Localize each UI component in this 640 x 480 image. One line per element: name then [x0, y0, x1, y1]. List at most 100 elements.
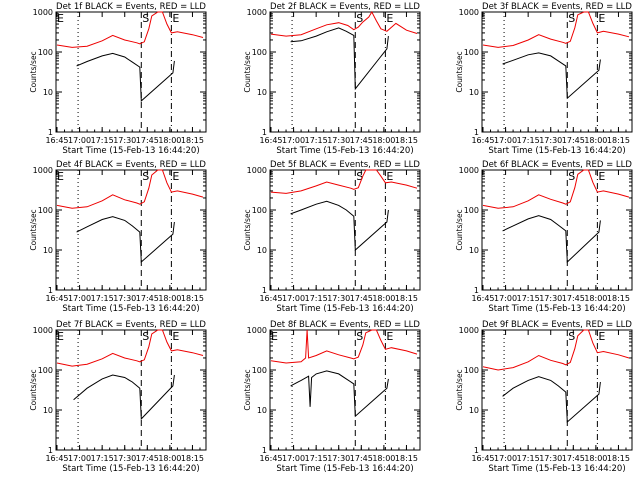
- x-tick-label: 17:15: [517, 136, 540, 145]
- y-tick-label: 10: [257, 88, 267, 97]
- y-tick-label: 1000: [247, 166, 267, 175]
- x-tick-label: 17:30: [539, 454, 562, 463]
- x-axis-label: Start Time (15-Feb-13 16:44:20): [62, 304, 199, 314]
- panel-title: Det 3f BLACK = Events, RED = LLD: [482, 2, 632, 12]
- x-tick-label: 18:00: [584, 454, 607, 463]
- plot-frame: [269, 329, 421, 451]
- y-axis-label: Counts/sec: [455, 209, 464, 250]
- lld-series-line: [56, 169, 204, 209]
- x-tick-label: 17:00: [494, 136, 517, 145]
- time-marker-label: S: [568, 330, 575, 343]
- lld-series-line: [270, 329, 418, 364]
- detector-panel: Det 4f BLACK = Events, RED = LLD 1 10 100 10…: [29, 160, 207, 314]
- plot-frame: [269, 169, 421, 291]
- x-tick-label: 17:45: [562, 454, 585, 463]
- x-tick-label: 17:00: [494, 294, 517, 303]
- panel-title: Det 2f BLACK = Events, RED = LLD: [270, 2, 420, 12]
- lld-series-line: [56, 11, 204, 48]
- time-marker-label: E: [172, 12, 179, 25]
- x-tick-label: 17:30: [327, 454, 350, 463]
- y-axis-label: Counts/sec: [29, 209, 38, 250]
- lld-series-line: [270, 10, 418, 37]
- x-tick-label: 17:45: [350, 294, 373, 303]
- x-tick-label: 16:45: [45, 454, 68, 463]
- time-marker-label: E: [386, 330, 393, 343]
- x-tick-label: 17:00: [282, 136, 305, 145]
- time-marker-label: E: [598, 170, 605, 183]
- y-tick-label: 1000: [459, 326, 479, 335]
- y-tick-label: 1000: [247, 8, 267, 17]
- x-tick-label: 17:45: [350, 136, 373, 145]
- y-tick-label: 100: [38, 206, 53, 215]
- x-tick-label: 17:15: [305, 454, 328, 463]
- y-tick-label: 1: [262, 286, 267, 295]
- y-tick-label: 1000: [459, 166, 479, 175]
- x-tick-label: 18:15: [181, 294, 204, 303]
- events-series-line: [502, 52, 601, 100]
- x-tick-label: 17:00: [494, 454, 517, 463]
- y-tick-label: 1000: [33, 326, 53, 335]
- time-marker-label: E: [172, 330, 179, 343]
- events-series-line: [502, 376, 601, 424]
- lld-series-line: [270, 169, 418, 194]
- events-series-line: [76, 216, 175, 264]
- x-axis-label: Start Time (15-Feb-13 16:44:20): [62, 146, 199, 156]
- y-axis-label: Counts/sec: [29, 369, 38, 410]
- x-tick-label: 17:00: [282, 454, 305, 463]
- x-tick-label: 17:45: [136, 136, 159, 145]
- x-tick-label: 16:45: [259, 136, 282, 145]
- time-marker-label: S: [356, 170, 363, 183]
- events-series-line: [290, 27, 389, 91]
- x-tick-label: 17:15: [91, 454, 114, 463]
- x-tick-label: 18:15: [395, 294, 418, 303]
- x-tick-label: 17:00: [282, 294, 305, 303]
- x-axis-label: Start Time (15-Feb-13 16:44:20): [276, 146, 413, 156]
- x-tick-label: 17:15: [517, 294, 540, 303]
- x-axis-label: Start Time (15-Feb-13 16:44:20): [488, 146, 625, 156]
- y-tick-label: 10: [43, 246, 53, 255]
- time-marker-label: E: [386, 12, 393, 25]
- y-axis-label: Counts/sec: [243, 209, 252, 250]
- x-tick-label: 17:45: [350, 454, 373, 463]
- y-tick-label: 1: [474, 446, 479, 455]
- x-axis-label: Start Time (15-Feb-13 16:44:20): [488, 304, 625, 314]
- y-tick-label: 1000: [459, 8, 479, 17]
- x-tick-label: 17:30: [113, 294, 136, 303]
- detector-panel: Det 2f BLACK = Events, RED = LLD 1 10 100 10…: [243, 2, 421, 156]
- x-tick-label: 17:00: [68, 454, 91, 463]
- y-tick-label: 100: [464, 48, 479, 57]
- corner-label: E: [57, 330, 64, 343]
- time-marker-label: S: [142, 170, 149, 183]
- x-tick-label: 17:30: [539, 294, 562, 303]
- y-tick-label: 10: [257, 246, 267, 255]
- lld-series-line: [56, 329, 204, 367]
- y-tick-label: 1000: [33, 166, 53, 175]
- time-marker-label: E: [598, 12, 605, 25]
- corner-label: E: [271, 330, 278, 343]
- detector-panel: Det 3f BLACK = Events, RED = LLD 1 10 100 10…: [455, 2, 633, 156]
- x-tick-label: 17:15: [305, 136, 328, 145]
- x-tick-label: 18:00: [158, 136, 181, 145]
- time-marker-label: S: [356, 12, 363, 25]
- x-tick-label: 17:30: [539, 136, 562, 145]
- panel-title: Det 5f BLACK = Events, RED = LLD: [270, 160, 420, 170]
- x-tick-label: 18:15: [181, 136, 204, 145]
- plot-frame: [481, 329, 633, 451]
- x-axis-label: Start Time (15-Feb-13 16:44:20): [62, 464, 199, 474]
- y-tick-label: 1: [262, 128, 267, 137]
- panel-title: Det 4f BLACK = Events, RED = LLD: [56, 160, 206, 170]
- y-axis-label: Counts/sec: [243, 369, 252, 410]
- panel-title: Det 8f BLACK = Events, RED = LLD: [270, 320, 420, 330]
- plot-frame: [269, 11, 421, 133]
- x-tick-label: 17:30: [113, 454, 136, 463]
- x-tick-label: 17:15: [517, 454, 540, 463]
- detector-panel: Det 1f BLACK = Events, RED = LLD 1 10 100 10…: [29, 2, 207, 156]
- time-marker-label: S: [568, 170, 575, 183]
- time-marker-label: S: [142, 330, 149, 343]
- lld-series-line: [482, 329, 630, 371]
- plot-frame: [55, 169, 207, 291]
- x-tick-label: 17:00: [68, 136, 91, 145]
- x-tick-label: 17:45: [562, 294, 585, 303]
- y-tick-label: 100: [252, 366, 267, 375]
